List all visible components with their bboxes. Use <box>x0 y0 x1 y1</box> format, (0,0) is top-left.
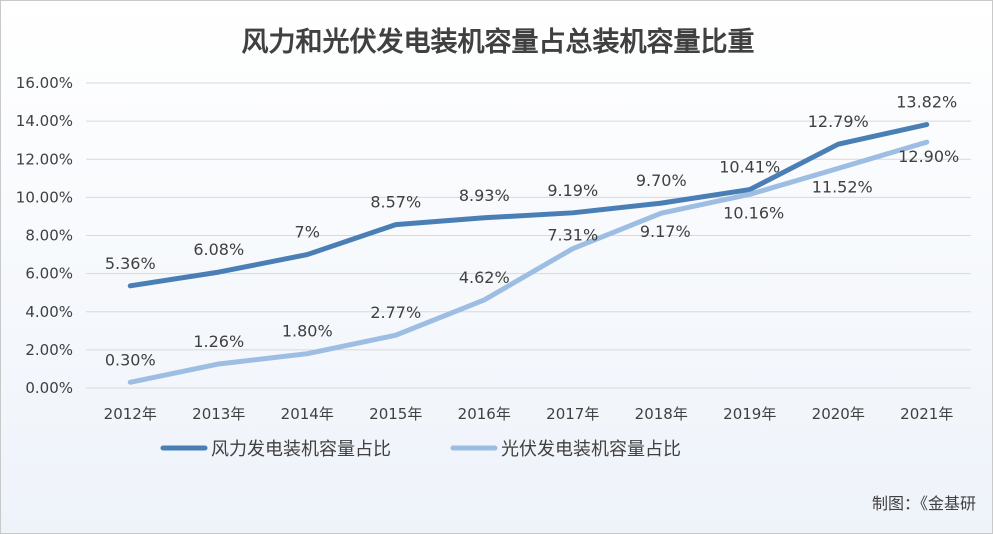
y-tick-label: 16.00% <box>16 74 73 92</box>
legend-label-solar: 光伏发电装机容量占比 <box>501 439 681 460</box>
data-label-wind: 7% <box>295 223 320 242</box>
y-tick-label: 14.00% <box>16 112 73 130</box>
series-line-wind <box>127 122 930 289</box>
x-tick-label: 2019年 <box>723 405 776 423</box>
data-label-solar: 9.17% <box>640 222 691 241</box>
x-tick-label: 2012年 <box>104 405 157 423</box>
data-label-solar: 4.62% <box>459 268 510 287</box>
chart-title: 风力和光伏发电装机容量占总装机容量比重 <box>242 26 755 58</box>
series-lines <box>127 122 930 385</box>
data-label-solar: 12.90% <box>898 147 959 166</box>
y-tick-label: 12.00% <box>16 150 73 168</box>
y-tick-label: 8.00% <box>25 227 73 245</box>
x-axis-tick-labels: 2012年 2013年 2014年 2015年 2016年 2017年 2018年 2019年… <box>104 405 954 423</box>
data-label-wind: 6.08% <box>193 240 244 259</box>
data-label-wind: 10.41% <box>719 158 780 177</box>
y-tick-label: 6.00% <box>25 265 73 283</box>
x-tick-label: 2020年 <box>812 405 865 423</box>
data-label-wind: 8.57% <box>370 193 421 212</box>
x-tick-label: 2014年 <box>281 405 334 423</box>
x-tick-label: 2017年 <box>546 405 599 423</box>
y-tick-label: 4.00% <box>25 303 73 321</box>
y-tick-label: 10.00% <box>16 188 73 206</box>
x-tick-label: 2016年 <box>458 405 511 423</box>
x-tick-label: 2015年 <box>369 405 422 423</box>
data-label-solar: 2.77% <box>370 303 421 322</box>
x-tick-label: 2018年 <box>635 405 688 423</box>
legend-label-wind: 风力发电装机容量占比 <box>211 439 391 460</box>
data-label-solar: 0.30% <box>105 350 156 369</box>
data-label-wind: 12.79% <box>808 112 869 131</box>
gridlines <box>86 82 971 389</box>
data-label-wind: 8.93% <box>459 186 510 205</box>
x-tick-label: 2013年 <box>192 405 245 423</box>
data-label-solar: 10.16% <box>723 203 784 222</box>
data-label-solar: 7.31% <box>547 226 598 245</box>
data-label-wind: 9.70% <box>636 171 687 190</box>
data-label-solar: 11.52% <box>812 177 873 196</box>
data-labels: 5.36% 6.08% 7% 8.57% 8.93% 9.19% 9.70% 10.41% 12… <box>105 93 959 370</box>
data-label-wind: 9.19% <box>547 181 598 200</box>
x-tick-label: 2021年 <box>900 405 953 423</box>
data-label-solar: 1.26% <box>193 332 244 351</box>
data-label-wind: 5.36% <box>105 254 156 273</box>
series-line-solar <box>127 139 930 385</box>
y-tick-label: 2.00% <box>25 341 73 359</box>
data-label-wind: 13.82% <box>896 93 957 112</box>
source-note: 制图：《金基研 <box>872 494 976 513</box>
legend: 风力发电装机容量占比 光伏发电装机容量占比 <box>160 439 681 460</box>
y-tick-label: 0.00% <box>25 379 73 397</box>
data-label-solar: 1.80% <box>282 322 333 341</box>
y-axis-tick-labels: 0.00% 2.00% 4.00% 6.00% 8.00% 10.00% 12.00% 14.… <box>16 74 73 397</box>
